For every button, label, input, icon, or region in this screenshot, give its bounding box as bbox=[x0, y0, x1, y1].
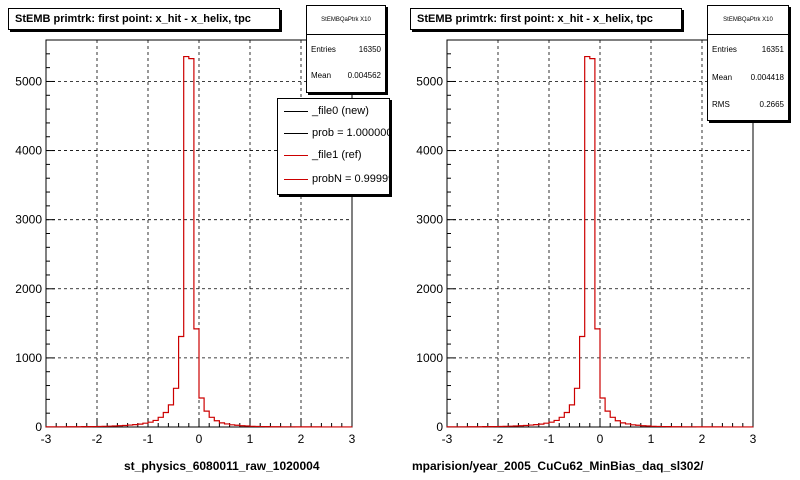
hist-title-2: StEMB primtrk: first point: x_hit - x_he… bbox=[410, 8, 682, 30]
stats-entries-value-1: 16350 bbox=[358, 45, 381, 54]
stats-rms-value-2: 0.2665 bbox=[759, 100, 784, 109]
legend-box: _file0 (new) prob = 1.000000 _file1 (ref… bbox=[277, 98, 390, 195]
stats-entries-label-1: Entries bbox=[311, 45, 336, 54]
stats-mean-label-2: Mean bbox=[712, 73, 733, 82]
y-tick-label: 3000 bbox=[15, 213, 42, 227]
stats-mean-row-1: Mean 0.004562 bbox=[311, 70, 381, 82]
y-tick-label: 2000 bbox=[15, 282, 42, 296]
y-tick-label: 4000 bbox=[416, 144, 443, 158]
stats-box-2: StEMBQaPtrk X10 Entries 16351 Mean 0.004… bbox=[707, 5, 789, 121]
stats-mean-label-1: Mean bbox=[311, 71, 332, 80]
x-tick-label: 3 bbox=[750, 432, 757, 446]
legend-entry-file1: _file1 (ref) bbox=[278, 145, 389, 167]
legend-line-probn bbox=[284, 179, 308, 180]
legend-label-probn: probN = 0.999999 bbox=[312, 173, 389, 185]
stats-header-2: StEMBQaPtrk X10 bbox=[708, 6, 788, 35]
y-tick-label: 2000 bbox=[416, 282, 443, 296]
legend-line-prob bbox=[284, 133, 308, 134]
y-tick-label: 5000 bbox=[15, 74, 42, 88]
hist-title-1: StEMB primtrk: first point: x_hit - x_he… bbox=[8, 8, 280, 30]
stats-entries-row-2: Entries 16351 bbox=[712, 44, 784, 56]
x-tick-label: 0 bbox=[196, 432, 203, 446]
legend-entry-file0: _file0 (new) bbox=[278, 101, 389, 123]
legend-line-file0 bbox=[284, 111, 308, 112]
stats-box-1: StEMBQaPtrk X10 Entries 16350 Mean 0.004… bbox=[306, 5, 386, 93]
plot-panel-2: -3 -2 -1 0 1 2 3 0 1000 2000 3000 4000 5000 bbox=[416, 39, 757, 446]
x-tick-label: 3 bbox=[349, 432, 356, 446]
x-tick-label: 0 bbox=[597, 432, 604, 446]
stats-entries-row-1: Entries 16350 bbox=[311, 44, 381, 56]
x-tick-label: 2 bbox=[298, 432, 305, 446]
y-tick-label: 0 bbox=[436, 420, 443, 434]
x-tick-label: 1 bbox=[247, 432, 254, 446]
legend-label-file0: _file0 (new) bbox=[312, 105, 369, 117]
y-tick-label: 5000 bbox=[416, 74, 443, 88]
y-tick-label: 0 bbox=[35, 420, 42, 434]
histogram-series-2-1 bbox=[446, 55, 754, 428]
y-tick-label: 1000 bbox=[416, 351, 443, 365]
y-tick-label: 4000 bbox=[15, 144, 42, 158]
stats-mean-value-2: 0.004418 bbox=[750, 73, 784, 82]
legend-entry-prob: prob = 1.000000 bbox=[278, 123, 390, 145]
legend-label-prob: prob = 1.000000 bbox=[312, 127, 390, 139]
plot-panel-1: -3 -2 -1 0 1 2 3 0 1000 2000 3000 4000 5000 bbox=[15, 39, 356, 446]
stats-entries-value-2: 16351 bbox=[761, 45, 784, 54]
x-tick-label: -2 bbox=[493, 432, 504, 446]
legend-line-file1 bbox=[284, 155, 308, 156]
stats-rms-row-2: RMS 0.2665 bbox=[712, 99, 784, 111]
stats-mean-value-1: 0.004562 bbox=[347, 71, 381, 80]
y-tick-label: 3000 bbox=[416, 213, 443, 227]
x-tick-label: 1 bbox=[648, 432, 655, 446]
x-axis-title-2: mparision/year_2005_CuCu62_MinBias_daq_s… bbox=[412, 459, 704, 473]
stats-entries-label-2: Entries bbox=[712, 45, 737, 54]
histogram-series-1-1 bbox=[45, 55, 353, 428]
x-axis-title-1: st_physics_6080011_raw_1020004 bbox=[124, 459, 320, 473]
x-tick-label: -3 bbox=[442, 432, 453, 446]
stats-mean-row-2: Mean 0.004418 bbox=[712, 72, 784, 84]
x-tick-label: 2 bbox=[699, 432, 706, 446]
x-tick-label: -2 bbox=[92, 432, 103, 446]
stats-rms-label-2: RMS bbox=[712, 100, 730, 109]
y-tick-label: 1000 bbox=[15, 351, 42, 365]
x-tick-label: -3 bbox=[41, 432, 52, 446]
legend-label-file1: _file1 (ref) bbox=[312, 149, 362, 161]
x-tick-label: -1 bbox=[143, 432, 154, 446]
x-tick-label: -1 bbox=[544, 432, 555, 446]
stats-header-1: StEMBQaPtrk X10 bbox=[307, 6, 385, 35]
legend-entry-probn: probN = 0.999999 bbox=[278, 169, 389, 191]
